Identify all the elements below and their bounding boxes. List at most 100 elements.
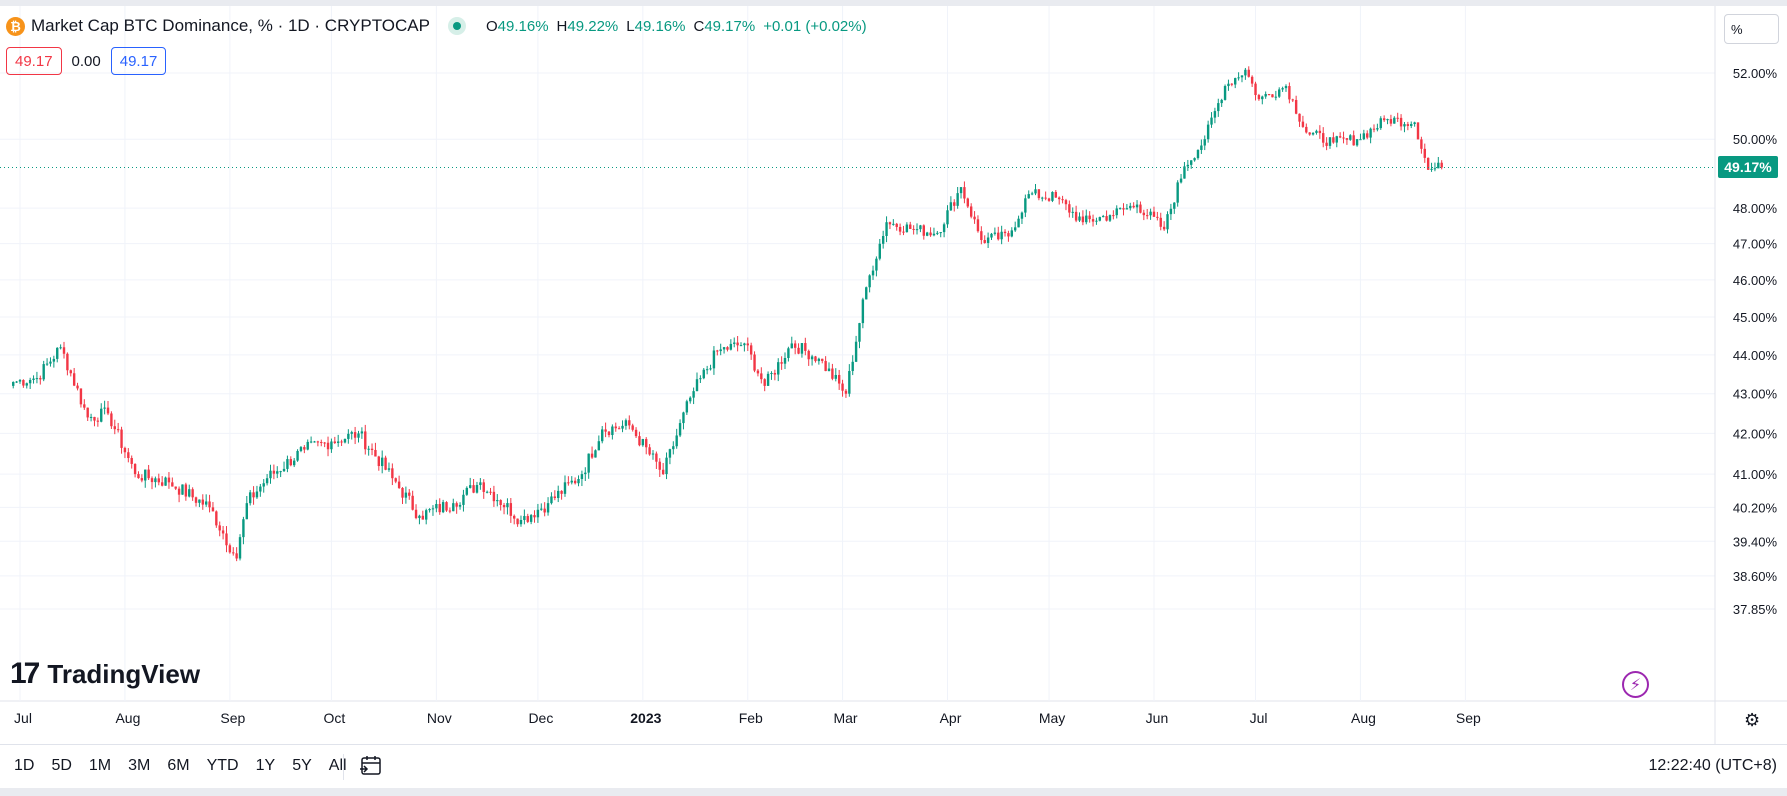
symbol-title[interactable]: Market Cap BTC Dominance, % · 1D · CRYPT…	[31, 16, 430, 35]
candle-body	[299, 447, 303, 451]
candle-body	[140, 478, 144, 481]
clock-display[interactable]: 12:22:40 (UTC+8)	[1648, 757, 1777, 774]
candle-body	[1074, 211, 1078, 221]
candle-body	[1139, 204, 1142, 213]
candle-body	[496, 500, 499, 502]
period-button-3m[interactable]: 3M	[128, 757, 151, 774]
candle-body	[120, 429, 123, 448]
candle-body	[458, 504, 462, 507]
price-chart[interactable]: 52.00% 50.00% 48.00% 47.00% 46.00% 45.00% 44.0…	[0, 6, 1787, 744]
candle-body	[1261, 96, 1264, 100]
candle-body	[1247, 69, 1250, 77]
candle-body	[678, 423, 682, 436]
x-tick-label: May	[1039, 710, 1065, 726]
candle-body	[1162, 226, 1166, 230]
candle-body	[113, 426, 116, 430]
period-button-5y[interactable]: 5Y	[292, 757, 312, 774]
candle-body	[421, 515, 425, 520]
scale-mode-button[interactable]: %	[1724, 14, 1779, 44]
candle-body	[973, 216, 976, 220]
candle-body	[1091, 219, 1095, 222]
candle-body	[171, 482, 174, 487]
period-button-1y[interactable]: 1Y	[255, 757, 276, 774]
lightning-icon[interactable]: ⚡	[1622, 671, 1649, 698]
buy-button[interactable]: 49.17	[110, 47, 167, 75]
candle-body	[1433, 168, 1437, 170]
candle-body	[963, 187, 966, 199]
period-button-5d[interactable]: 5D	[51, 757, 72, 774]
candle-body	[89, 416, 93, 418]
candle-body	[814, 356, 817, 362]
candle-body	[567, 482, 570, 484]
candle-body	[1413, 122, 1416, 125]
candle-body	[631, 425, 634, 430]
toolbar-divider	[343, 754, 344, 780]
candle-body	[1308, 132, 1311, 135]
tradingview-watermark: 17 TradingView	[10, 657, 200, 691]
candle-body	[472, 485, 475, 493]
candle-body	[1349, 135, 1352, 140]
candle-body	[394, 478, 397, 482]
y-tick-label: 44.00%	[1733, 348, 1778, 363]
period-button-1m[interactable]: 1M	[88, 757, 112, 774]
candle-body	[502, 505, 506, 508]
candle-body	[726, 347, 729, 350]
candle-body	[936, 232, 939, 234]
sell-button[interactable]: 49.17	[6, 47, 62, 75]
candle-body	[736, 342, 739, 346]
candle-body	[22, 380, 25, 386]
candle-body	[221, 530, 225, 534]
candle-body	[1294, 99, 1298, 114]
candle-body	[475, 485, 479, 493]
candle-body	[875, 258, 878, 271]
candle-body	[215, 511, 218, 526]
candle-body	[198, 499, 201, 503]
period-button-ytd[interactable]: YTD	[206, 757, 239, 774]
gear-icon[interactable]: ⚙	[1744, 710, 1761, 730]
candle-body	[184, 484, 188, 497]
y-tick-label: 50.00%	[1733, 132, 1778, 147]
live-dot-icon	[448, 17, 466, 35]
period-button-all[interactable]: All	[328, 757, 347, 774]
candle-body	[1244, 69, 1247, 76]
candle-body	[1322, 133, 1325, 143]
period-button-1d[interactable]: 1D	[14, 757, 35, 774]
candle-body	[1000, 231, 1003, 240]
x-tick-label: Sep	[1456, 710, 1481, 726]
close-value: 49.17%	[704, 17, 756, 35]
candle-body	[1057, 197, 1061, 200]
candle-body	[1325, 142, 1328, 146]
candle-body	[123, 447, 127, 453]
candle-body	[1186, 164, 1190, 167]
candle-body	[455, 503, 458, 507]
candle-body	[489, 491, 492, 493]
candle-body	[1437, 162, 1440, 169]
candle-body	[1406, 124, 1410, 126]
candle-body	[374, 449, 377, 457]
candle-body	[854, 341, 858, 362]
candle-body	[966, 198, 969, 207]
period-button-6m[interactable]: 6M	[167, 757, 190, 774]
candle-body	[777, 362, 780, 375]
candle-body	[831, 368, 834, 379]
candle-body	[353, 432, 357, 438]
candle-body	[513, 515, 516, 519]
candle-body	[482, 482, 485, 492]
candle-body	[86, 407, 89, 418]
candle-body	[1095, 220, 1098, 222]
candle-body	[380, 457, 384, 467]
candle-body	[343, 438, 347, 443]
candle-body	[878, 243, 881, 259]
candle-body	[1125, 208, 1129, 210]
candle-body	[1227, 83, 1230, 87]
candle-body	[1176, 182, 1179, 203]
candle-body	[733, 342, 736, 344]
candle-body	[783, 357, 787, 364]
open-value: 49.16%	[497, 17, 549, 35]
candle-body	[661, 469, 665, 475]
bitcoin-icon[interactable]: ₿	[6, 16, 25, 36]
date-range-icon[interactable]	[358, 753, 384, 779]
candle-body	[42, 364, 45, 380]
candle-body	[96, 420, 100, 422]
candle-body	[997, 232, 1000, 240]
